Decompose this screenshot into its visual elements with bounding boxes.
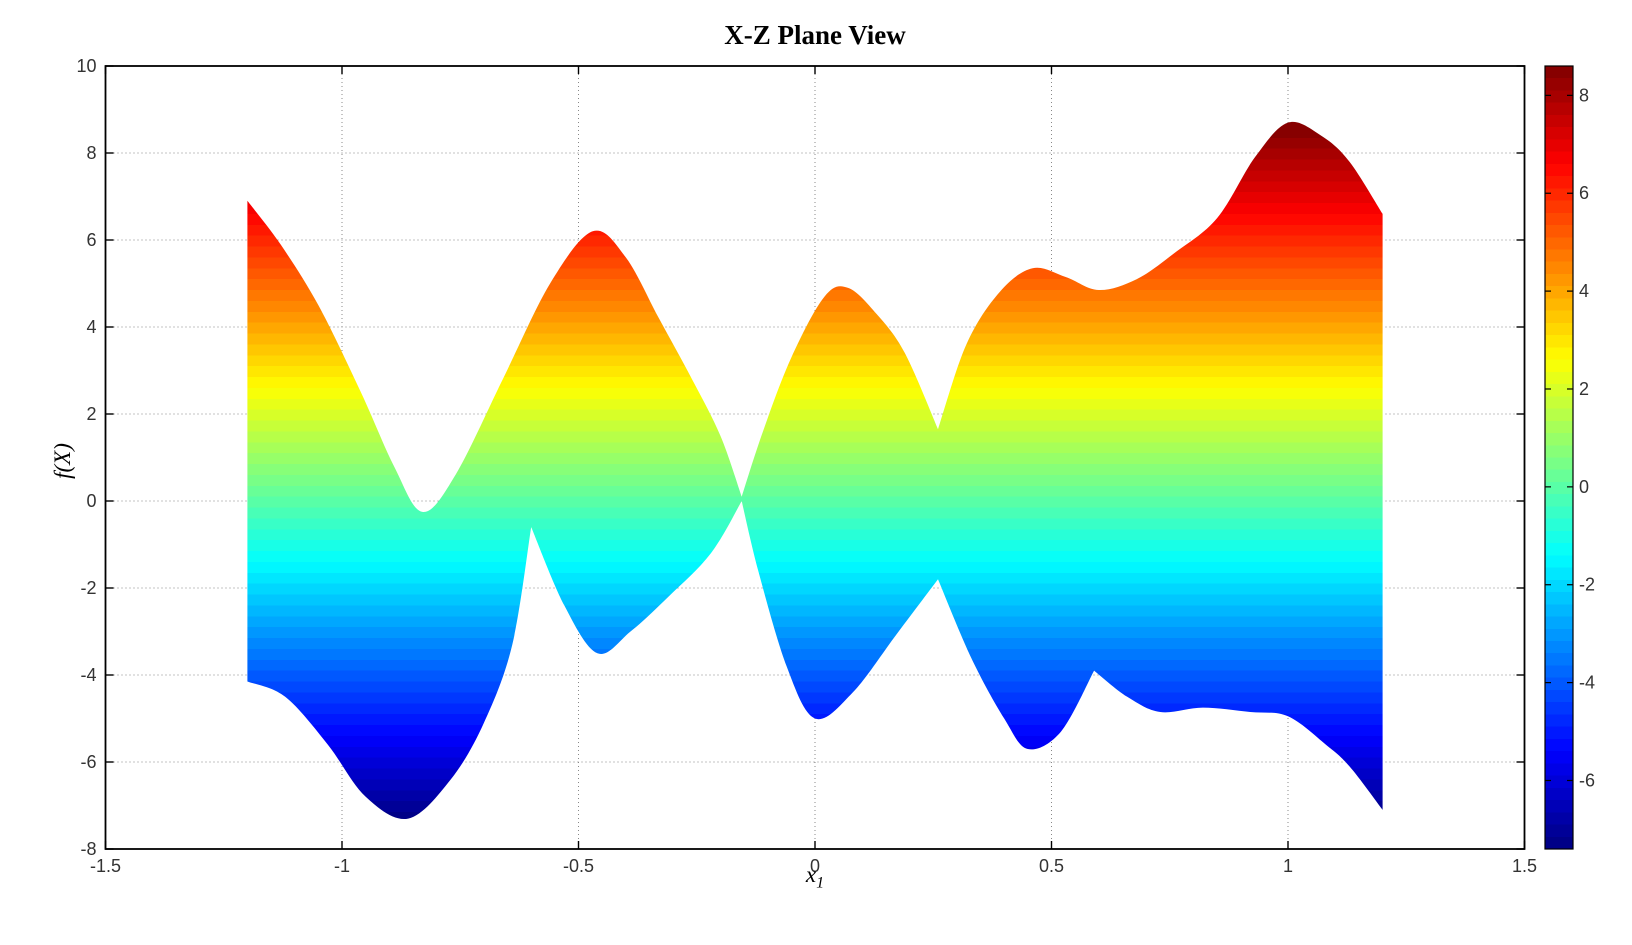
colorbar-tick-label: -6 [1579, 770, 1595, 790]
x-axis-label-base: x [805, 862, 817, 887]
y-axis-label-text: f(X) [50, 443, 75, 479]
y-tick-label: 2 [86, 404, 96, 424]
x-tick-label: -0.5 [563, 856, 594, 876]
x-tick-label: 1.5 [1512, 856, 1537, 876]
y-tick-label: 0 [86, 491, 96, 511]
y-tick-label: -2 [80, 578, 96, 598]
y-tick-label: -8 [80, 839, 96, 859]
tick-labels: -1.5 -1 -0.5 0 0.5 1 1.5 10 8 6 4 2 0 -2 -4 -6 -8 [76, 56, 1537, 876]
colorbar-tick-label: 6 [1579, 183, 1589, 203]
y-tick-label: -4 [80, 665, 96, 685]
x-axis-label-subscript: 1 [816, 874, 825, 892]
colorbar: 8 6 4 2 0 -2 -4 -6 [1544, 65, 1595, 850]
y-tick-label: 8 [86, 143, 96, 163]
y-tick-label: 10 [76, 56, 96, 76]
x-tick-label: 1 [1283, 856, 1293, 876]
axis-ticks [104, 65, 1526, 850]
surface-envelope [247, 121, 1383, 820]
colorbar-tick-label: 0 [1579, 477, 1589, 497]
x-tick-label: 0.5 [1039, 856, 1064, 876]
colorbar-tick-label: -4 [1579, 673, 1595, 693]
x-tick-label: -1.5 [90, 856, 121, 876]
colorbar-tick-label: 4 [1579, 281, 1589, 301]
y-tick-label: 4 [86, 317, 96, 337]
x-tick-label: -1 [334, 856, 350, 876]
y-tick-label: 6 [86, 230, 96, 250]
x-tick-label: 0 [810, 856, 820, 876]
colorbar-tick-label: -2 [1579, 575, 1595, 595]
y-tick-label: -6 [80, 752, 96, 772]
y-axis-label: f(X) [50, 443, 76, 479]
colorbar-gradient [1544, 65, 1574, 850]
colorbar-tick-label: 2 [1579, 379, 1589, 399]
colorbar-tick-label: 8 [1579, 85, 1589, 105]
x-axis-label: x1 [105, 862, 1525, 893]
chart-title: X-Z Plane View [724, 20, 906, 50]
